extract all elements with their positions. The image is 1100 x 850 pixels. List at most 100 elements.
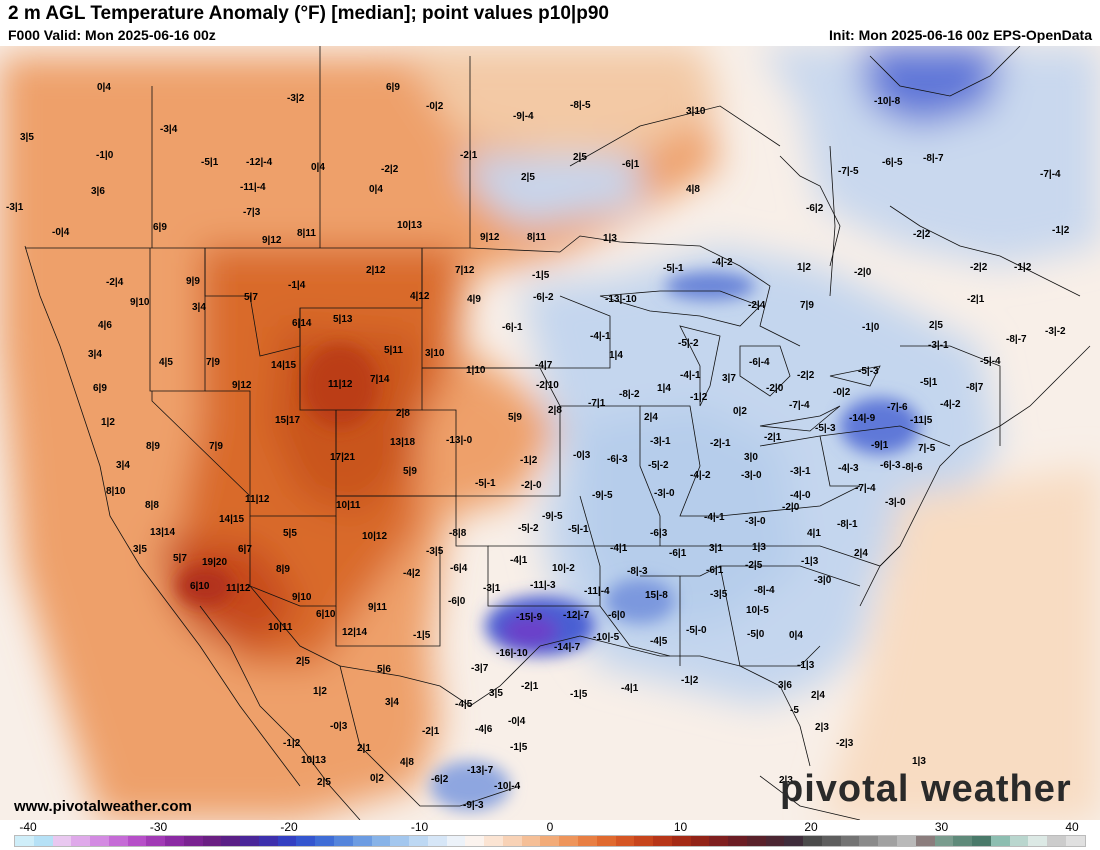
point-value: -1|5 — [532, 270, 550, 281]
colorbar-tick-label: 20 — [804, 820, 818, 834]
point-value: -1|0 — [96, 150, 114, 161]
colorbar-swatch — [183, 836, 203, 846]
colorbar-swatch — [896, 836, 916, 846]
brand-logo: pivotal weather — [780, 768, 1072, 810]
point-value: -1|5 — [570, 689, 588, 700]
point-value: -5|-3 — [858, 366, 879, 377]
point-value: -1|2 — [1014, 262, 1032, 273]
point-value: -5|1 — [201, 157, 219, 168]
colorbar-swatch — [352, 836, 372, 846]
colorbar-swatch — [90, 836, 109, 846]
colorbar-swatch — [859, 836, 879, 846]
point-value: -7|-5 — [838, 166, 859, 177]
point-value: -5|-2 — [648, 460, 669, 471]
point-value: 4|6 — [98, 320, 112, 331]
point-value: -2|2 — [913, 229, 931, 240]
point-value: -6|-4 — [749, 357, 770, 368]
point-value: -11|-3 — [530, 580, 556, 591]
point-value: 14|15 — [271, 360, 297, 371]
point-value: 10|13 — [301, 755, 327, 766]
point-value: -5|-2 — [678, 338, 699, 349]
website-label[interactable]: www.pivotalweather.com — [14, 798, 192, 815]
point-value: -4|1 — [610, 543, 628, 554]
colorbar-swatch — [709, 836, 729, 846]
point-value: -1|2 — [520, 455, 538, 466]
point-value: 5|7 — [173, 553, 187, 564]
point-value: -1|0 — [862, 322, 880, 333]
point-value: 7|14 — [370, 374, 390, 385]
point-value: -2|0 — [854, 267, 872, 278]
point-value: -13|-10 — [605, 294, 637, 305]
anomaly-map[interactable]: 0|4 -3|2 6|9 -0|2 -9|-4 -8|-5 3|10 3|5 -3|4 -1|0 -… — [0, 46, 1100, 820]
point-value: 2|4 — [854, 548, 868, 559]
point-value: 10|13 — [397, 220, 423, 231]
point-value: 2|3 — [815, 722, 829, 733]
point-value: 8|9 — [276, 564, 290, 575]
point-value: -8|-3 — [627, 566, 648, 577]
point-value: 2|5 — [521, 172, 535, 183]
point-value: 2|5 — [296, 656, 310, 667]
point-value: 3|6 — [778, 680, 792, 691]
point-value: 9|12 — [480, 232, 500, 243]
point-value: -4|-2 — [690, 470, 711, 481]
point-value: 9|12 — [232, 380, 252, 391]
point-value: -4|6 — [475, 724, 493, 735]
point-value: -2|4 — [106, 277, 124, 288]
point-value: -13|-7 — [467, 765, 494, 776]
colorbar-swatch — [465, 836, 485, 846]
colorbar-swatch — [127, 836, 147, 846]
point-value: 9|12 — [262, 235, 282, 246]
point-value: -2|5 — [745, 560, 763, 571]
point-value: -15|-9 — [516, 612, 543, 623]
point-value: -11|-4 — [584, 586, 610, 597]
point-value: 15|17 — [275, 415, 301, 426]
colorbar-swatch — [784, 836, 804, 846]
point-value: -2|1 — [460, 150, 478, 161]
colorbar-swatch — [521, 836, 541, 846]
point-value: 7|9 — [209, 441, 223, 452]
point-value: 11|12 — [226, 583, 251, 594]
point-value: 9|9 — [186, 276, 200, 287]
point-value: -1|2 — [690, 392, 708, 403]
point-value: 6|9 — [153, 222, 167, 233]
point-value: -4|1 — [510, 555, 528, 566]
point-value: -2|-0 — [521, 480, 542, 491]
point-value: -10|-4 — [494, 781, 521, 792]
colorbar-swatch — [146, 836, 166, 846]
point-value: -2|1 — [764, 432, 782, 443]
point-value: -3|-0 — [885, 497, 906, 508]
colorbar-swatch — [240, 836, 259, 846]
map-shading — [0, 46, 1100, 820]
point-value: -4|-3 — [838, 463, 859, 474]
colorbar-swatch — [165, 836, 184, 846]
point-value: -6|2 — [806, 203, 824, 214]
colorbar-swatch — [634, 836, 654, 846]
point-value: 4|5 — [159, 357, 173, 368]
point-value: -5|-4 — [980, 356, 1001, 367]
point-value: -2|2 — [797, 370, 815, 381]
point-value: 5|9 — [403, 466, 417, 477]
point-value: -2|4 — [748, 300, 766, 311]
point-value: -6|-3 — [607, 454, 628, 465]
point-value: -3|2 — [287, 93, 305, 104]
point-value: 0|4 — [369, 184, 383, 195]
point-value: -8|-7 — [923, 153, 944, 164]
colorbar-swatch — [615, 836, 635, 846]
valid-time: F000 Valid: Mon 2025-06-16 00z — [8, 27, 216, 43]
point-value: -4|5 — [455, 699, 473, 710]
point-value: 8|8 — [145, 500, 159, 511]
point-value: 1|10 — [466, 365, 486, 376]
point-value: 4|1 — [807, 528, 821, 539]
point-value: 6|10 — [190, 581, 210, 592]
point-value: -8|-1 — [837, 519, 858, 530]
point-value: 4|12 — [410, 291, 430, 302]
point-value: -6|0 — [448, 596, 466, 607]
point-value: -4|-1 — [680, 370, 701, 381]
point-value: 7|9 — [800, 300, 814, 311]
point-value: 11|12 — [245, 494, 270, 505]
point-value: 1|3 — [752, 542, 766, 553]
colorbar-swatch — [746, 836, 766, 846]
point-value: 7|-5 — [918, 443, 936, 454]
point-value: -5|-1 — [568, 524, 589, 535]
colorbar-swatch — [221, 836, 241, 846]
